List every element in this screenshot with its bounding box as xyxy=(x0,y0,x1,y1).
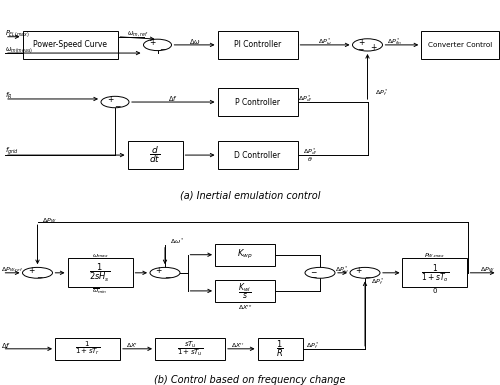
Circle shape xyxy=(352,39,382,51)
Bar xyxy=(128,141,182,169)
Text: $\Delta f$: $\Delta f$ xyxy=(168,94,178,103)
Text: $\dfrac{1}{1+sT_o}$: $\dfrac{1}{1+sT_o}$ xyxy=(421,262,449,284)
Text: +: + xyxy=(28,266,34,275)
Text: $\Delta X^\prime$: $\Delta X^\prime$ xyxy=(126,341,138,350)
Text: +: + xyxy=(370,43,376,52)
Text: $K_{wp}$: $K_{wp}$ xyxy=(237,248,253,261)
Text: $\Delta\omega^*$: $\Delta\omega^*$ xyxy=(170,236,184,246)
Text: $-$: $-$ xyxy=(357,43,365,52)
Text: $-$: $-$ xyxy=(36,271,44,280)
Bar xyxy=(218,141,298,169)
Bar xyxy=(218,88,298,116)
Text: $\omega_{m,ref}$: $\omega_{m,ref}$ xyxy=(127,29,148,38)
Circle shape xyxy=(101,96,129,108)
Text: $\dfrac{K_{wi}}{s}$: $\dfrac{K_{wi}}{s}$ xyxy=(238,281,252,301)
Text: $\Delta X^{\prime\prime\prime}$: $\Delta X^{\prime\prime\prime}$ xyxy=(238,303,252,311)
Text: $\Delta f$: $\Delta f$ xyxy=(1,341,11,350)
Text: $-$: $-$ xyxy=(114,100,122,109)
Text: $\dfrac{d}{dt}$: $\dfrac{d}{dt}$ xyxy=(149,145,161,166)
Text: Power-Speed Curve: Power-Speed Curve xyxy=(33,40,107,49)
Text: (a) Inertial emulation control: (a) Inertial emulation control xyxy=(180,191,320,201)
Text: $\dfrac{sT_u}{1+sT_u}$: $\dfrac{sT_u}{1+sT_u}$ xyxy=(177,340,203,358)
Text: $\Delta P_\omega^*$: $\Delta P_\omega^*$ xyxy=(318,36,332,47)
Text: $\dfrac{1}{2sH_s}$: $\dfrac{1}{2sH_s}$ xyxy=(90,262,110,284)
Text: $\Delta P_W$: $\Delta P_W$ xyxy=(42,216,57,225)
Text: +: + xyxy=(156,266,162,275)
Text: $\Delta P_{df}^*$: $\Delta P_{df}^*$ xyxy=(302,146,318,157)
Text: $\Delta P_f^*$: $\Delta P_f^*$ xyxy=(371,276,384,287)
Bar xyxy=(55,338,120,360)
Text: $\overline{\omega}_{min}$: $\overline{\omega}_{min}$ xyxy=(92,286,108,296)
Text: +: + xyxy=(358,38,364,47)
Text: $\Delta\omega$: $\Delta\omega$ xyxy=(188,37,200,46)
Text: $-$: $-$ xyxy=(310,266,318,275)
Text: $\Delta P_W$: $\Delta P_W$ xyxy=(480,265,495,274)
Text: $\Delta P_f^*$: $\Delta P_f^*$ xyxy=(306,340,319,351)
Bar xyxy=(421,31,499,59)
Text: $-$: $-$ xyxy=(164,271,172,280)
Text: $\omega_{max}$: $\omega_{max}$ xyxy=(92,252,108,259)
Bar xyxy=(155,338,225,360)
Text: $\Delta P_{W\text{-}ref}$: $\Delta P_{W\text{-}ref}$ xyxy=(1,265,24,274)
Text: $\dfrac{1}{R}$: $\dfrac{1}{R}$ xyxy=(276,338,284,359)
Text: $\Delta P_{fin}^*$: $\Delta P_{fin}^*$ xyxy=(388,36,402,47)
Circle shape xyxy=(305,267,335,278)
Text: $-$: $-$ xyxy=(310,271,318,280)
Text: (b) Control based on frequency change: (b) Control based on frequency change xyxy=(154,375,346,385)
Text: Converter Control: Converter Control xyxy=(428,42,492,48)
Text: $\Delta P_{df}^*$: $\Delta P_{df}^*$ xyxy=(298,93,312,104)
Text: $f_R$: $f_R$ xyxy=(5,91,12,101)
Circle shape xyxy=(350,267,380,278)
Bar xyxy=(258,338,302,360)
Text: D Controller: D Controller xyxy=(234,151,281,159)
Text: +: + xyxy=(356,266,362,275)
Bar xyxy=(215,280,275,302)
Text: $-$: $-$ xyxy=(158,43,166,52)
Text: $\omega_{m(meas)}$: $\omega_{m(meas)}$ xyxy=(5,45,33,55)
Bar xyxy=(22,31,118,59)
Text: +: + xyxy=(107,95,113,104)
Text: $f_{grid}$: $f_{grid}$ xyxy=(5,145,19,157)
Text: $-$: $-$ xyxy=(364,271,372,280)
Text: $P_{EL(max)}$: $P_{EL(max)}$ xyxy=(5,28,30,39)
Text: $\Delta P_f^*$: $\Delta P_f^*$ xyxy=(375,87,388,98)
Text: PI Controller: PI Controller xyxy=(234,40,281,49)
Text: 0: 0 xyxy=(433,288,437,294)
Text: $\Delta X^{\prime\prime}$: $\Delta X^{\prime\prime}$ xyxy=(231,341,244,350)
Text: $\dfrac{1}{1+sT_r}$: $\dfrac{1}{1+sT_r}$ xyxy=(75,340,100,358)
Bar xyxy=(218,31,298,59)
Bar xyxy=(215,244,275,266)
Circle shape xyxy=(144,39,172,50)
Bar xyxy=(402,258,468,287)
Text: $\Delta P_\omega^*$: $\Delta P_\omega^*$ xyxy=(335,264,348,275)
Text: P Controller: P Controller xyxy=(235,97,280,107)
Text: $P_{W\text{-}max}$: $P_{W\text{-}max}$ xyxy=(424,251,446,260)
Circle shape xyxy=(150,267,180,278)
Text: $\theta$: $\theta$ xyxy=(307,155,313,163)
Bar xyxy=(68,258,132,287)
Text: +: + xyxy=(150,38,156,47)
Circle shape xyxy=(22,267,52,278)
